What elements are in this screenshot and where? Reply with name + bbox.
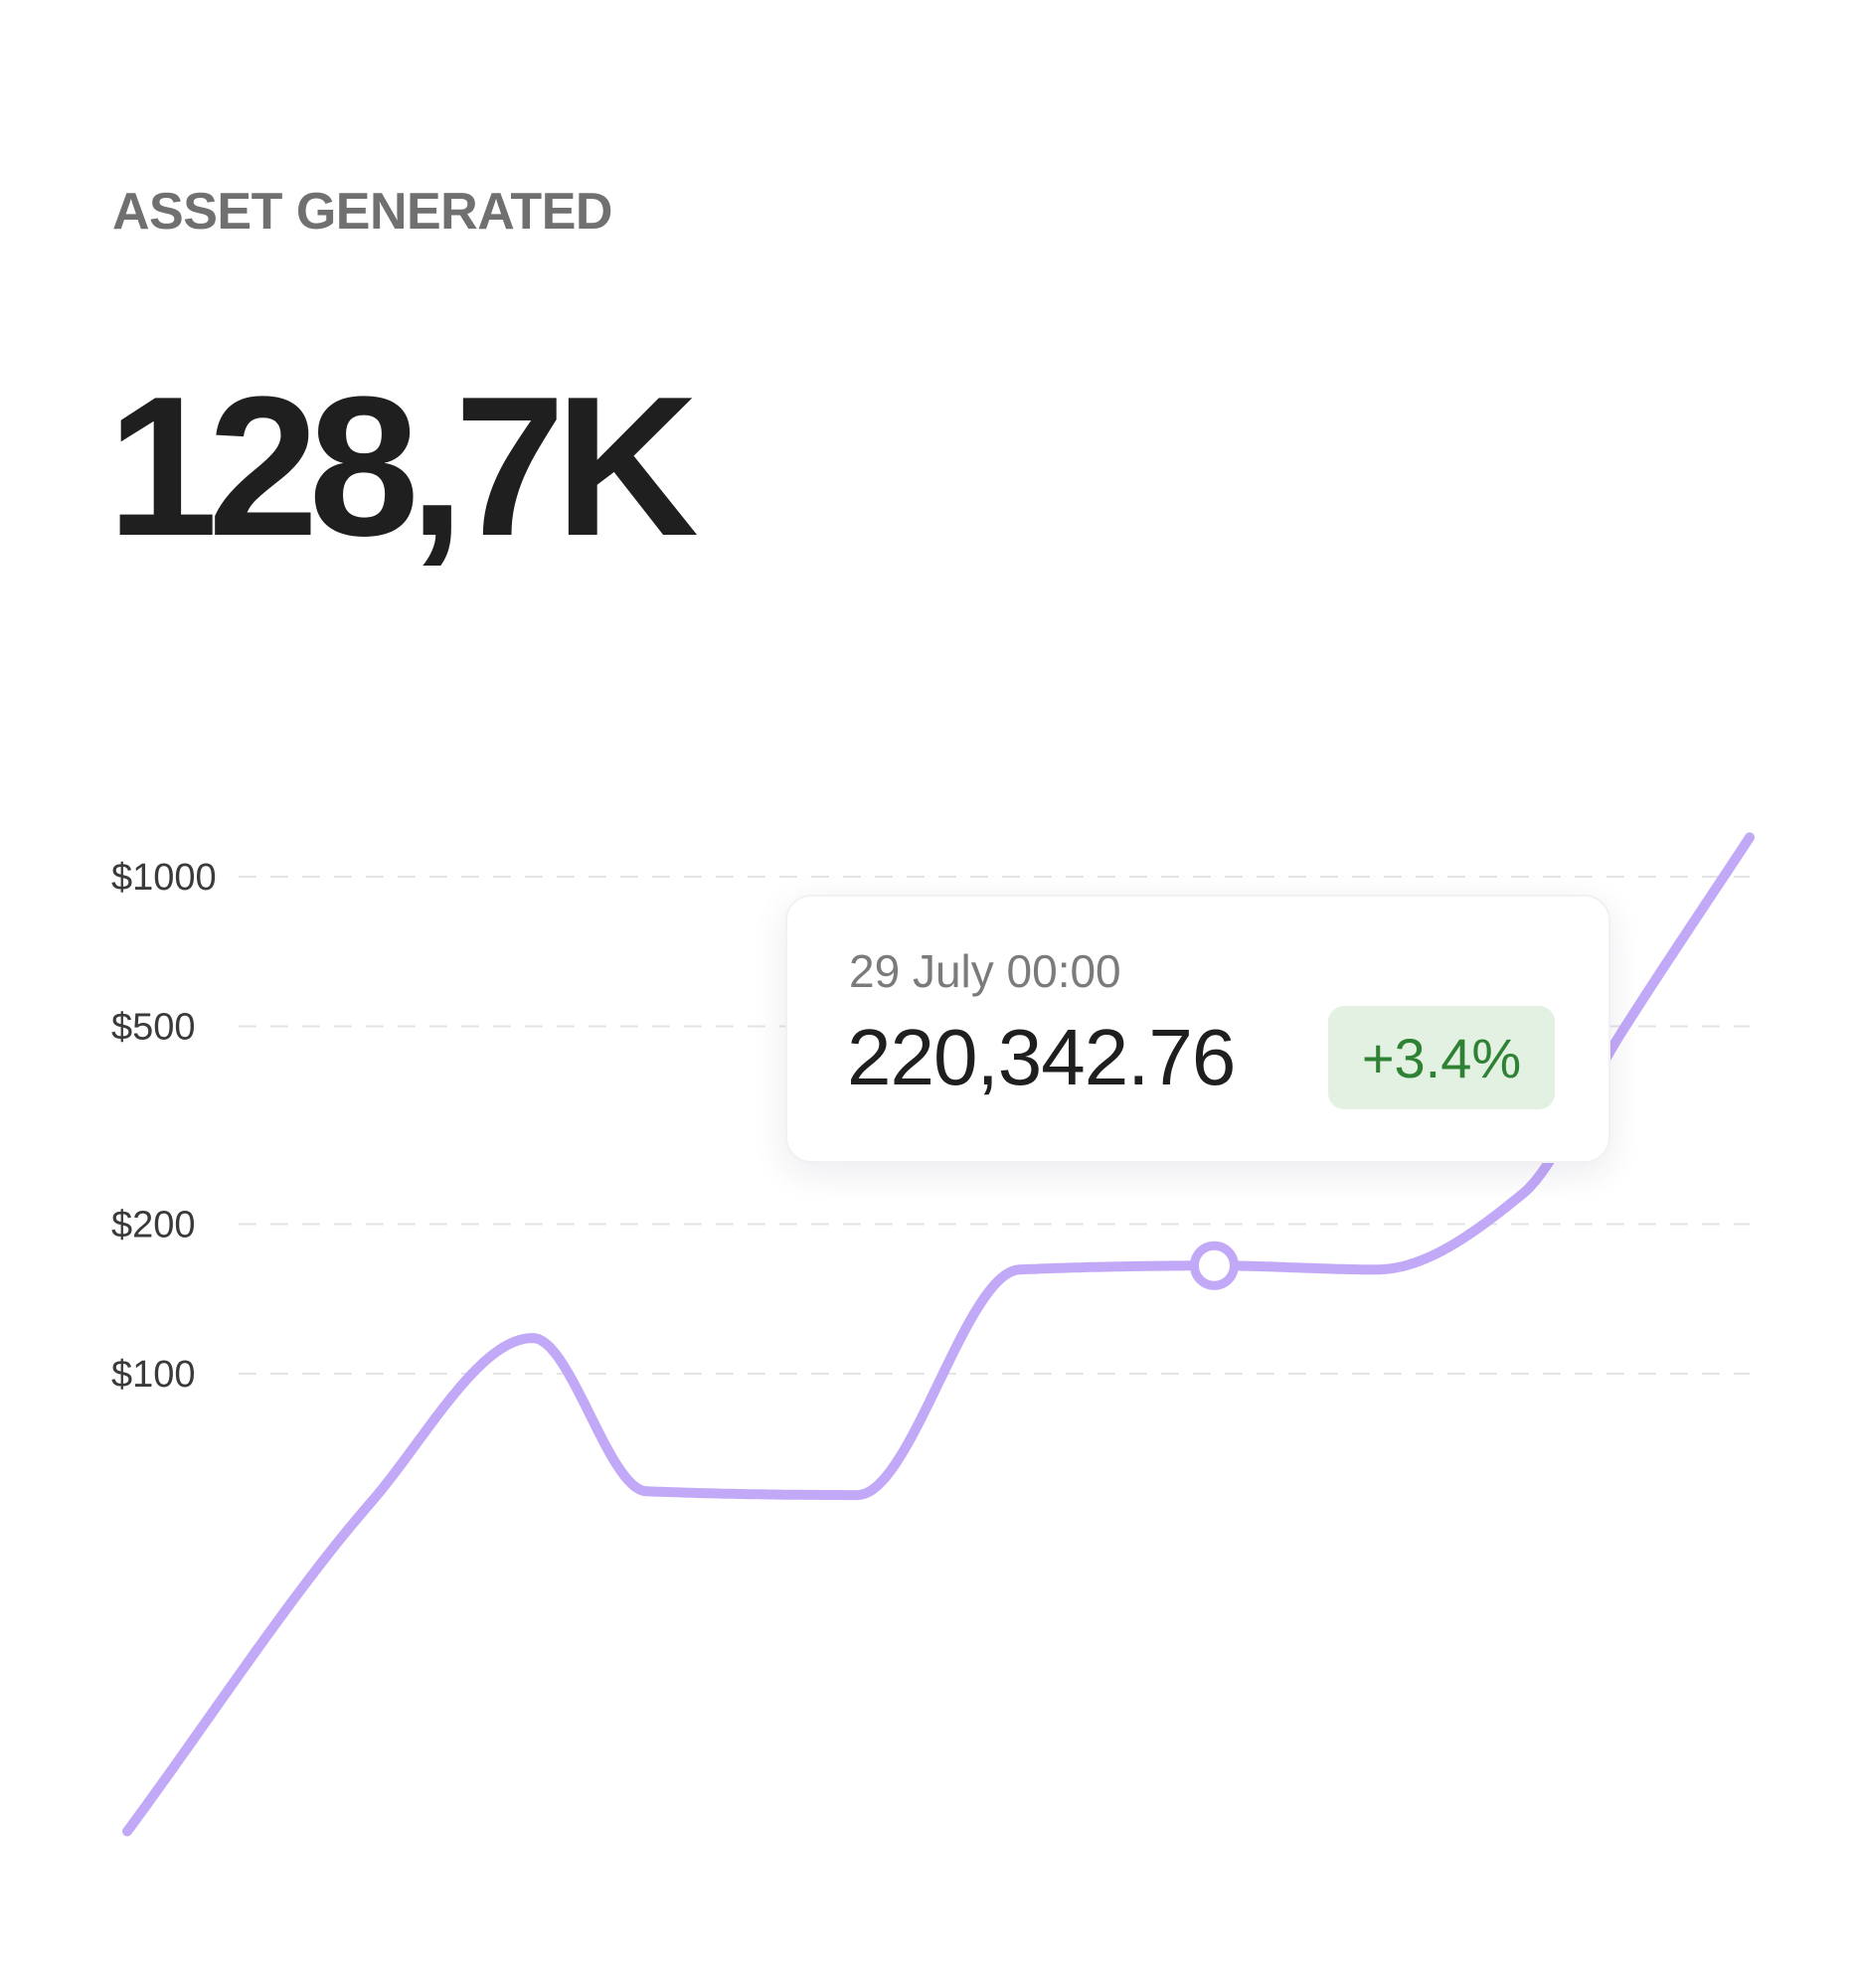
y-tick-label: $200 <box>111 1204 196 1245</box>
tooltip-value: 220,342.76 <box>847 1013 1236 1101</box>
y-tick-label: $100 <box>111 1354 196 1396</box>
card-title: ASSET GENERATED <box>112 183 612 241</box>
highlight-point <box>1189 1241 1239 1290</box>
total-value: 128,7K <box>107 356 699 578</box>
series-line <box>122 832 1755 1837</box>
change-badge: +3.4% <box>1328 1006 1555 1109</box>
y-tick-label: $1000 <box>111 857 217 899</box>
y-tick-label: $500 <box>111 1007 196 1049</box>
tooltip-date: 29 July 00:00 <box>849 945 1121 997</box>
data-tooltip: 29 July 00:00 220,342.76 +3.4% <box>785 895 1610 1163</box>
